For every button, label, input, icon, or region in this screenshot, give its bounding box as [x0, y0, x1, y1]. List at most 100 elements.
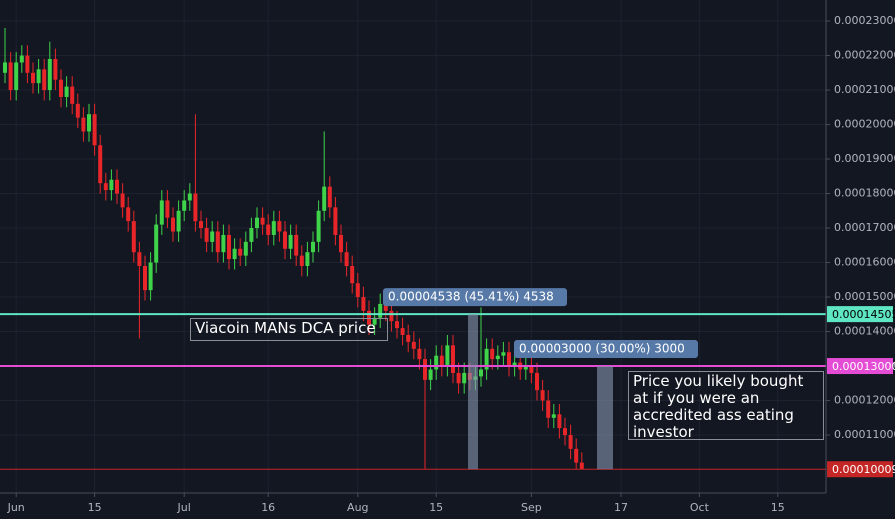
note: Viacoin MANs DCA price: [190, 318, 388, 341]
x-tick-label: 15: [771, 501, 785, 514]
x-tick-label: 15: [429, 501, 443, 514]
measure-label: 0.00004538 (45.41%) 4538: [388, 290, 554, 304]
candle-body: [378, 303, 383, 318]
y-tick-label: 0.00012000: [834, 394, 895, 407]
candle-body: [115, 179, 119, 194]
candle-body: [238, 248, 243, 256]
candle-body: [98, 145, 103, 184]
x-tick-label: Aug: [347, 501, 368, 514]
candle-body: [42, 69, 47, 91]
candle-body: [215, 231, 220, 253]
candle-body: [372, 317, 377, 325]
candle-body: [243, 241, 248, 256]
measure-range: [468, 314, 478, 470]
candle-body: [159, 200, 164, 225]
price-tag-label: 0.00014505: [832, 308, 895, 321]
candle-body: [109, 179, 114, 191]
candle-body: [59, 79, 63, 97]
y-tick-label: 0.00017000: [834, 221, 895, 234]
candle-body: [288, 234, 293, 249]
candle-body: [411, 341, 416, 349]
candle-body: [255, 217, 259, 229]
candle-body: [423, 359, 427, 380]
candle-body: [260, 217, 265, 225]
price-tag: [827, 358, 893, 375]
candle-body: [355, 283, 360, 298]
candle-body: [221, 234, 226, 253]
x-tick-label: Sep: [521, 501, 542, 514]
measure-range: [597, 366, 613, 470]
candle-body: [495, 355, 500, 360]
candle-body: [249, 228, 254, 242]
candle-body: [512, 362, 517, 367]
axes: 0.00011000 0.00012000 0.00013000 0.00014000…: [7, 14, 895, 514]
candle-body: [14, 62, 19, 91]
candle-body: [367, 310, 371, 325]
price-tag-label: 0.00010009: [832, 463, 895, 476]
candle-body: [428, 369, 433, 380]
candle-body: [501, 352, 506, 356]
candle-body: [171, 217, 175, 232]
x-tick-label: 16: [261, 501, 275, 514]
x-tick-label: 15: [88, 501, 102, 514]
candle-body: [8, 62, 13, 91]
candle-body: [395, 321, 399, 329]
measure-label-box: [514, 340, 698, 359]
candle-body: [417, 348, 422, 360]
candle-body: [456, 372, 461, 384]
candle-body: [311, 241, 315, 253]
candle-body: [406, 334, 411, 342]
candle-body: [451, 345, 455, 373]
candle-body: [546, 400, 551, 418]
candle-body: [126, 207, 131, 222]
candle-body: [484, 348, 489, 370]
y-tick-label: 0.00022000: [834, 49, 895, 62]
candle-body: [227, 234, 231, 260]
candle-body: [19, 55, 24, 63]
candle-body: [165, 200, 170, 218]
candle-body: [563, 428, 567, 436]
candle-body: [199, 221, 203, 229]
candle-body: [507, 352, 511, 367]
candle-body: [574, 448, 579, 463]
candle-body: [182, 200, 187, 211]
candle-body: [25, 55, 30, 73]
candle-body: [53, 58, 58, 80]
candle-body: [148, 262, 153, 291]
candle-body: [339, 234, 343, 253]
price-tag: [827, 306, 893, 323]
candle-body: [266, 224, 271, 235]
x-tick-label: Oct: [690, 501, 710, 514]
candle-body: [299, 255, 304, 266]
candle-body: [70, 86, 75, 104]
candle-body: [462, 372, 467, 384]
candle-body: [540, 390, 545, 401]
candle-body: [535, 372, 539, 391]
candle-body: [193, 193, 198, 222]
candle-body: [327, 186, 332, 208]
y-tick-label: 0.00023000: [834, 14, 895, 27]
plot-area: [0, 27, 826, 470]
y-tick-label: 0.00020000: [834, 118, 895, 131]
candle-body: [31, 72, 35, 84]
x-tick-label: Jul: [177, 501, 191, 514]
candle-body: [81, 117, 86, 132]
candle-body: [92, 114, 97, 146]
candle-body: [523, 366, 528, 370]
candle-body: [283, 231, 287, 249]
candle-body: [479, 369, 483, 377]
y-tick-label: 0.00019000: [834, 152, 895, 165]
candle-body: [350, 265, 355, 284]
candle-body: [64, 86, 69, 97]
candle-body: [87, 114, 91, 132]
candle-body: [204, 228, 209, 242]
candle-body: [389, 310, 394, 322]
candle-body: [344, 252, 349, 266]
candle-body: [439, 355, 444, 367]
candle-body: [271, 221, 276, 235]
candle-body: [579, 462, 584, 470]
candle-body: [187, 193, 192, 201]
candle-body: [277, 221, 282, 232]
